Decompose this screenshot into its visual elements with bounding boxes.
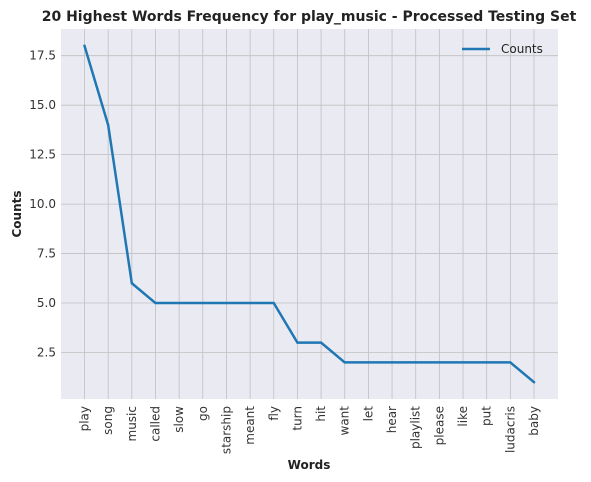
- data-point: [130, 282, 134, 285]
- x-tick-label: hear: [385, 406, 399, 433]
- chart-title: 20 Highest Words Frequency for play_musi…: [42, 9, 577, 25]
- series-layer: [83, 44, 536, 384]
- y-tick-label: 7.5: [37, 247, 56, 261]
- data-point: [248, 301, 252, 305]
- data-point: [225, 301, 228, 305]
- x-tick-label: hit: [314, 406, 328, 422]
- data-point: [414, 361, 417, 364]
- x-tick-label: starship: [219, 406, 233, 454]
- y-tick-label: 15.0: [29, 98, 56, 112]
- x-tick-label: fly: [267, 406, 281, 421]
- y-tick-label: 12.5: [29, 148, 56, 162]
- data-point: [509, 361, 512, 364]
- y-tick-label: 17.5: [29, 49, 56, 63]
- plot-area: [61, 29, 558, 399]
- x-tick-label: playlist: [409, 406, 423, 449]
- series-line-counts: [83, 44, 536, 384]
- y-axis-label: Counts: [10, 190, 24, 237]
- x-axis-label: Words: [288, 458, 331, 472]
- y-tick-label: 2.5: [37, 346, 56, 360]
- data-point: [343, 361, 346, 364]
- data-point: [201, 301, 204, 305]
- y-tick-label: 10.0: [29, 197, 56, 211]
- x-tick-label: play: [78, 406, 92, 431]
- y-tick-labels: 2.5 5.0 7.5 10.0 12.5 15.0 17.5: [29, 49, 56, 360]
- x-tick-label: slow: [172, 406, 186, 433]
- x-tick-label: ludacris: [503, 406, 517, 453]
- data-point: [367, 361, 370, 364]
- x-tick-label: put: [480, 406, 494, 426]
- data-point: [106, 123, 110, 127]
- x-tick-label: turn: [290, 406, 304, 431]
- data-point: [438, 361, 441, 364]
- data-point: [390, 361, 394, 364]
- x-tick-labels: play song music called slow go starship meant fl…: [78, 406, 542, 454]
- x-tick-label: like: [456, 406, 470, 427]
- x-tick-label: song: [101, 406, 115, 435]
- y-tick-label: 5.0: [37, 296, 56, 310]
- x-tick-label: called: [148, 406, 162, 442]
- y-gridlines: [61, 55, 558, 353]
- data-point: [485, 361, 488, 364]
- legend: Counts: [462, 42, 543, 56]
- x-tick-label: please: [432, 406, 446, 445]
- data-point: [532, 380, 536, 384]
- x-tick-label: want: [338, 406, 352, 436]
- x-tick-label: baby: [527, 406, 541, 436]
- data-point: [83, 44, 86, 48]
- x-tick-label: meant: [243, 406, 257, 445]
- data-point: [177, 301, 181, 305]
- x-tick-label: let: [361, 406, 375, 422]
- legend-label: Counts: [501, 42, 543, 56]
- data-point: [461, 361, 465, 364]
- x-tick-label: music: [125, 406, 139, 441]
- data-point: [296, 341, 299, 344]
- data-point: [272, 301, 275, 305]
- data-point: [319, 341, 323, 344]
- x-tick-label: go: [196, 406, 210, 421]
- x-gridlines: [84, 29, 535, 399]
- data-point: [154, 301, 157, 305]
